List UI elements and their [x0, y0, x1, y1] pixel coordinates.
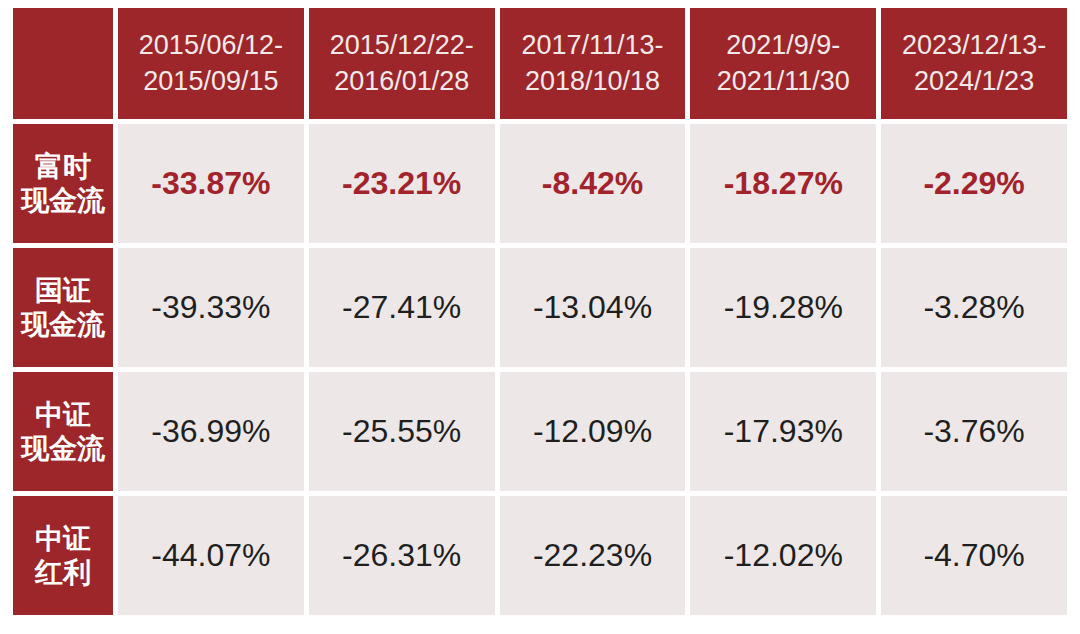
value-cell: -44.07% [118, 496, 304, 615]
row-label: 中证 红利 [13, 496, 113, 615]
period-line: 2017/11/13- [500, 28, 686, 63]
period-header-2: 2015/12/22- 2016/01/28 [309, 8, 495, 119]
table-row-zhongzheng-cashflow: 中证 现金流 -36.99% -25.55% -12.09% -17.93% -… [13, 372, 1067, 491]
value-cell: -19.28% [690, 248, 876, 367]
table-row-guozheng-cashflow: 国证 现金流 -39.33% -27.41% -13.04% -19.28% -… [13, 248, 1067, 367]
value-cell: -36.99% [118, 372, 304, 491]
row-label: 富时 现金流 [13, 124, 113, 243]
period-line: 2021/11/30 [690, 64, 876, 99]
value-cell: -39.33% [118, 248, 304, 367]
row-label-line: 中证 [13, 522, 113, 555]
period-line: 2023/12/13- [881, 28, 1067, 63]
period-line: 2016/01/28 [309, 64, 495, 99]
value-cell: -2.29% [881, 124, 1067, 243]
period-header-3: 2017/11/13- 2018/10/18 [500, 8, 686, 119]
table-row-zhongzheng-dividend: 中证 红利 -44.07% -26.31% -22.23% -12.02% -4… [13, 496, 1067, 615]
value-cell: -13.04% [500, 248, 686, 367]
value-cell: -22.23% [500, 496, 686, 615]
value-cell: -18.27% [690, 124, 876, 243]
corner-cell [13, 8, 113, 119]
header-row: 2015/06/12- 2015/09/15 2015/12/22- 2016/… [13, 8, 1067, 119]
value-cell: -23.21% [309, 124, 495, 243]
period-header-5: 2023/12/13- 2024/1/23 [881, 8, 1067, 119]
row-label-line: 中证 [13, 398, 113, 431]
table-row-ftse-cashflow: 富时 现金流 -33.87% -23.21% -8.42% -18.27% -2… [13, 124, 1067, 243]
period-line: 2015/09/15 [118, 64, 304, 99]
period-header-1: 2015/06/12- 2015/09/15 [118, 8, 304, 119]
row-label: 国证 现金流 [13, 248, 113, 367]
drawdown-table: 2015/06/12- 2015/09/15 2015/12/22- 2016/… [8, 3, 1072, 620]
row-label-line: 现金流 [13, 308, 113, 341]
row-label-line: 富时 [13, 150, 113, 183]
row-label-line: 国证 [13, 274, 113, 307]
value-cell: -25.55% [309, 372, 495, 491]
row-label-line: 现金流 [13, 432, 113, 465]
period-line: 2018/10/18 [500, 64, 686, 99]
value-cell: -17.93% [690, 372, 876, 491]
period-line: 2015/12/22- [309, 28, 495, 63]
value-cell: -3.76% [881, 372, 1067, 491]
value-cell: -12.02% [690, 496, 876, 615]
period-line: 2024/1/23 [881, 64, 1067, 99]
period-line: 2021/9/9- [690, 28, 876, 63]
value-cell: -8.42% [500, 124, 686, 243]
value-cell: -26.31% [309, 496, 495, 615]
row-label: 中证 现金流 [13, 372, 113, 491]
period-header-4: 2021/9/9- 2021/11/30 [690, 8, 876, 119]
value-cell: -3.28% [881, 248, 1067, 367]
value-cell: -27.41% [309, 248, 495, 367]
value-cell: -33.87% [118, 124, 304, 243]
value-cell: -12.09% [500, 372, 686, 491]
row-label-line: 现金流 [13, 184, 113, 217]
period-line: 2015/06/12- [118, 28, 304, 63]
row-label-line: 红利 [13, 556, 113, 589]
value-cell: -4.70% [881, 496, 1067, 615]
